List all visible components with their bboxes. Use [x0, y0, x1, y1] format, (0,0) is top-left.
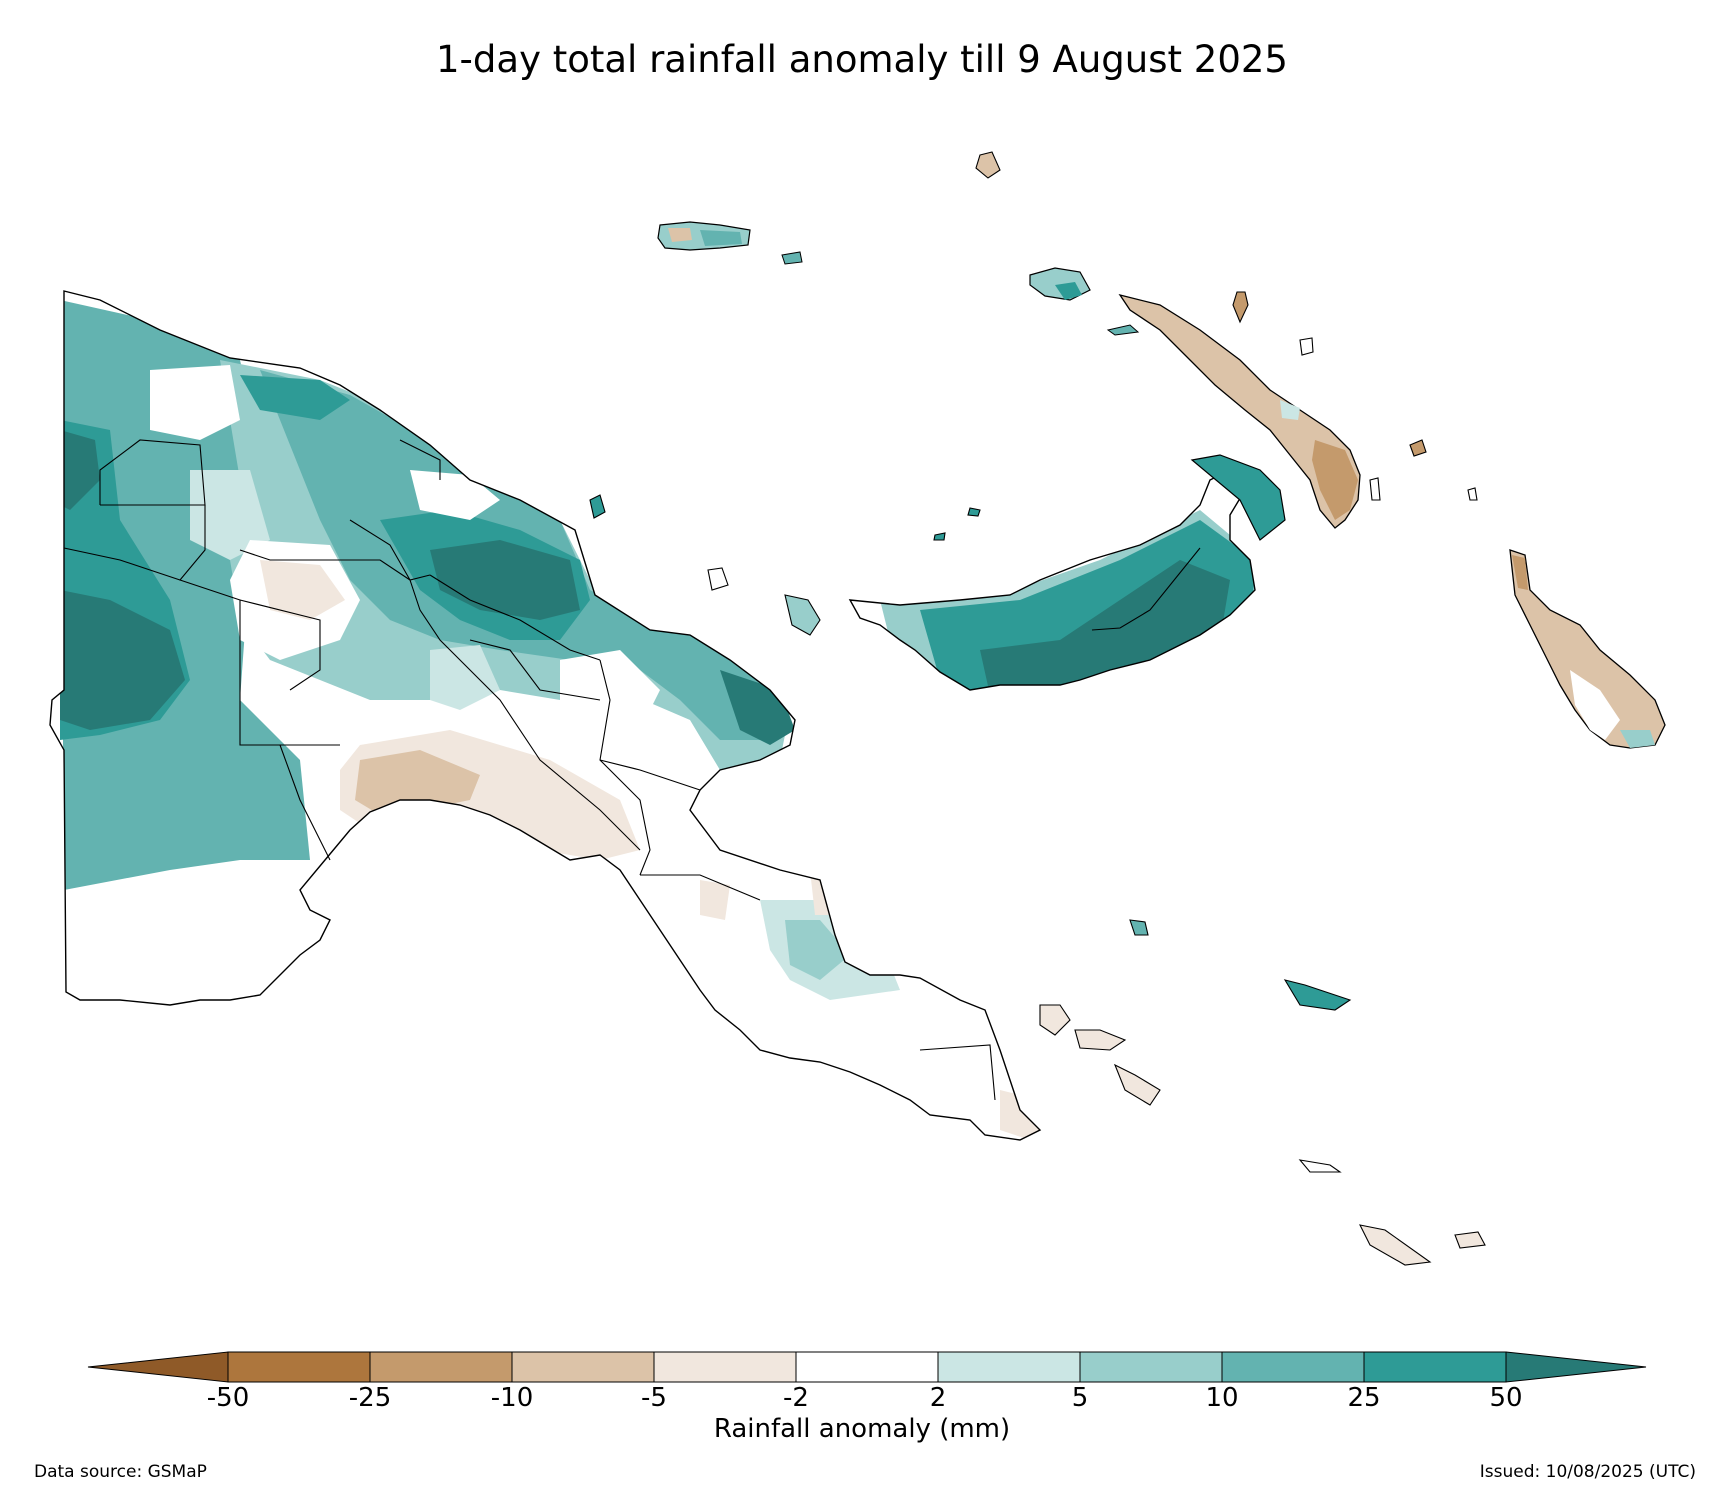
zone-west-wet-extreme-n	[60, 430, 100, 510]
ni-dry-high	[1312, 440, 1358, 520]
bougainville	[1509, 549, 1666, 749]
manus-island	[657, 221, 803, 265]
zone-highlands-light-2	[560, 650, 660, 735]
colorbar-bin	[511, 1351, 655, 1383]
ni-wet-patch	[1280, 400, 1300, 420]
colorbar-extend-high	[1505, 1351, 1647, 1383]
colorbar-extend-low	[87, 1351, 229, 1383]
zone-north-top-high	[240, 375, 350, 420]
colorbar-bin	[227, 1351, 371, 1383]
zone-center-dry-1	[260, 560, 345, 620]
nb-wet-extreme	[980, 560, 1230, 690]
colorbar-tick-label: 2	[929, 1383, 947, 1413]
province-borders	[63, 439, 996, 1101]
bv-dry-light	[1570, 670, 1620, 740]
colorbar-tick-label: 50	[1489, 1383, 1523, 1413]
colorbar-bin	[653, 1351, 797, 1383]
colorbar-tick-label: -10	[490, 1383, 534, 1413]
colorbar-tick-label: -2	[783, 1383, 809, 1413]
zone-center-white-2	[190, 470, 270, 560]
colorbar-bin	[1363, 1351, 1507, 1383]
colorbar-tick-label: -50	[206, 1383, 250, 1413]
colorbar-tick-label: -5	[641, 1383, 667, 1413]
colorbar-tick-label: 5	[1071, 1383, 1089, 1413]
zone-north-wet-extreme	[430, 540, 580, 620]
colorbar-bin	[795, 1351, 939, 1383]
mainland-coast	[49, 290, 1042, 1141]
new-hanover	[1029, 267, 1140, 336]
map-title: 1-day total rainfall anomaly till 9 Augu…	[436, 38, 1288, 81]
colorbar-bin	[1079, 1351, 1223, 1383]
zone-highlands-light-3	[430, 645, 500, 710]
zone-center-white-1	[150, 365, 240, 440]
zone-south-dry-mid	[355, 750, 480, 815]
colorbar-tick-label: 10	[1205, 1383, 1239, 1413]
colorbar-bin	[937, 1351, 1081, 1383]
small-islands	[589, 151, 1486, 1266]
colorbar-bin	[1221, 1351, 1365, 1383]
zone-west-wet-extreme	[60, 590, 185, 730]
colorbar-label: Rainfall anomaly (mm)	[713, 1414, 1011, 1444]
data-source-text: Data source: GSMaP	[34, 1462, 207, 1482]
colorbar-tick-label: -25	[348, 1383, 392, 1413]
bv-dry-high	[1512, 555, 1528, 590]
zone-se-wet-mid	[785, 920, 850, 980]
colorbar-bin	[369, 1351, 513, 1383]
zone-se-dry-1	[700, 880, 730, 920]
issued-date-text: Issued: 10/08/2025 (UTC)	[1479, 1462, 1696, 1482]
colorbar-tick-label: 25	[1347, 1383, 1381, 1413]
mainland	[49, 290, 1042, 1141]
new-ireland	[1118, 293, 1361, 529]
bv-wet	[1620, 730, 1655, 748]
